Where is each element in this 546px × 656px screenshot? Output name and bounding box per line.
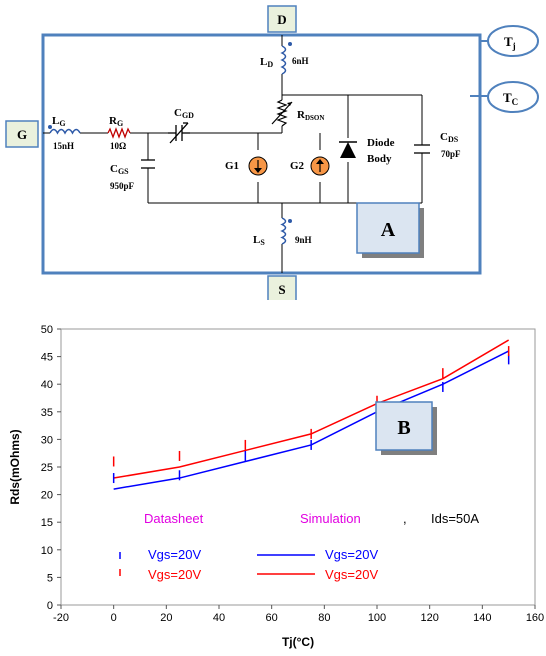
rdson-arrowhead (287, 102, 292, 106)
cds-value: 70pF (441, 149, 461, 159)
x-tick-label: 120 (420, 612, 438, 624)
x-tick-label: 0 (111, 612, 117, 624)
y-tick-label: 10 (41, 545, 53, 557)
y-tick-label: 5 (47, 572, 53, 584)
series-line-simulation-red (113, 339, 510, 479)
g1-label: G1 (225, 160, 239, 172)
y-tick-label: 40 (41, 379, 53, 391)
ls-inductor (280, 217, 287, 245)
diode-label-line2: Body (367, 153, 392, 165)
cgs-label: CGS (110, 163, 129, 176)
y-tick-label: 25 (41, 462, 53, 474)
plot-frame (60, 328, 536, 606)
x-tick-label: -20 (53, 612, 69, 624)
lg-dot (48, 125, 52, 129)
ld-inductor (280, 45, 287, 75)
legend-entry-datasheet-red: Vgs=20V (148, 567, 201, 582)
y-tick-label: 20 (41, 490, 53, 502)
rdson-arrow (271, 101, 293, 125)
ls-value: 9nH (295, 235, 312, 245)
y-tick-label: 45 (41, 352, 53, 364)
panel-a-label: A (381, 219, 396, 241)
legend-separator: , (403, 511, 407, 526)
source-terminal-label: S (278, 282, 285, 297)
x-tick-label: 20 (160, 612, 172, 624)
ls-label: LS (253, 234, 265, 247)
body-diode (340, 142, 356, 158)
y-tick-label: 30 (41, 434, 53, 446)
tj-label: Tj (504, 34, 516, 51)
lg-value: 15nH (53, 141, 74, 151)
circuit-diagram: Tj TC D G S LG 15nH (5, 5, 539, 300)
rg-resistor (107, 127, 131, 139)
legend-simulation-label: Simulation (300, 511, 361, 526)
x-axis-label: Tj(°C) (282, 635, 314, 649)
panel-b-box (375, 401, 433, 451)
g2-arrowhead (316, 159, 324, 164)
tc-bubble (487, 81, 539, 113)
legend-ids-label: Ids=50A (431, 511, 479, 526)
x-tick-label: 60 (266, 612, 278, 624)
cgs-value: 950pF (110, 181, 135, 191)
device-frame (41, 33, 482, 275)
ld-dot (288, 42, 292, 46)
y-tick-label: 0 (47, 600, 53, 612)
lg-label: LG (52, 115, 66, 128)
cgd-label: CGD (174, 107, 194, 120)
lg-inductor (49, 128, 81, 135)
panel-a-box (356, 202, 420, 254)
y-axis-label: Rds(mOhms) (8, 429, 22, 504)
x-tick-label: 140 (473, 612, 491, 624)
legend-entry-simulation-blue: Vgs=20V (325, 547, 378, 562)
panel-b-label: B (397, 417, 410, 439)
gate-terminal-label: G (17, 127, 27, 142)
g1-arrowhead (254, 168, 262, 173)
tc-label: TC (503, 90, 518, 107)
rds-vs-tj-chart: -20 0 20 40 60 80 100 120 140 1600510152025303540… (8, 324, 544, 649)
tj-bubble (487, 25, 539, 57)
g2-label: G2 (290, 160, 305, 172)
source-terminal (267, 275, 297, 300)
x-tick-label: 80 (318, 612, 330, 624)
ls-dot (288, 219, 292, 223)
cgs-capacitor (141, 159, 155, 169)
rdson-label: RDSON (297, 109, 324, 122)
x-tick-label: 100 (368, 612, 386, 624)
rg-label: RG (109, 115, 123, 128)
cds-label: CDS (440, 131, 459, 144)
gate-terminal (5, 120, 39, 148)
y-tick-label: 50 (41, 324, 53, 336)
x-tick-label: 160 (526, 612, 544, 624)
cgd-capacitor (168, 122, 190, 144)
drain-terminal (267, 5, 297, 33)
legend-entry-simulation-red: Vgs=20V (325, 567, 378, 582)
ld-label: LD (260, 56, 273, 69)
y-tick-label: 35 (41, 407, 53, 419)
legend: Datasheet Simulation , Ids=50A Vgs=20V V… (119, 511, 479, 582)
drain-terminal-label: D (277, 12, 286, 27)
y-tick-label: 15 (41, 517, 53, 529)
rg-value: 10Ω (110, 141, 126, 151)
diode-label-line1: Diode (367, 137, 395, 149)
ld-value: 6nH (292, 56, 309, 66)
legend-datasheet-label: Datasheet (144, 511, 204, 526)
x-tick-label: 40 (213, 612, 225, 624)
cds-capacitor (414, 144, 430, 154)
legend-entry-datasheet-blue: Vgs=20V (148, 547, 201, 562)
